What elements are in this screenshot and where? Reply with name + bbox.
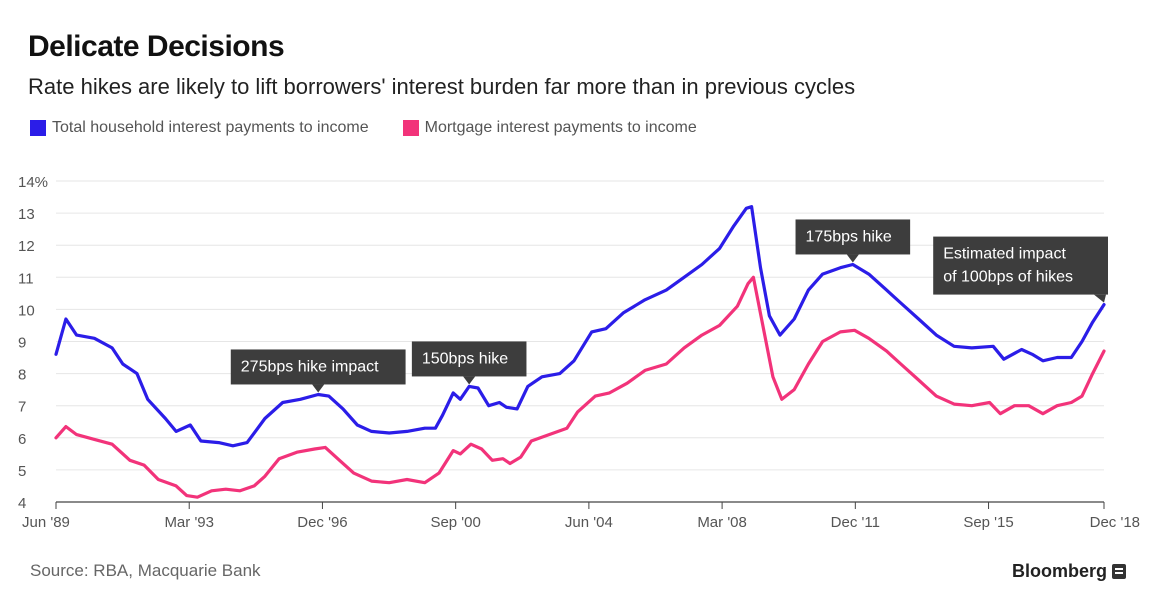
y-tick-label: 6 — [18, 431, 26, 448]
x-tick-label: Jun '89 — [22, 514, 70, 531]
x-tick-label: Dec '11 — [831, 514, 880, 531]
x-tick-label: Mar '08 — [697, 514, 747, 531]
legend: Total household interest payments to inc… — [30, 119, 697, 137]
x-tick-label: Sep '15 — [963, 514, 1013, 531]
annotation-text: of 100bps of hikes — [943, 269, 1073, 286]
y-tick-label: 13 — [18, 206, 35, 223]
legend-swatch-mortgage — [402, 120, 419, 136]
y-tick-label: 12 — [18, 238, 35, 255]
y-tick-label: 9 — [18, 335, 26, 352]
annotation-pointer — [846, 254, 859, 263]
annotation-callout: 175bps hike — [795, 219, 911, 263]
annotation-text: Estimated impact — [943, 246, 1066, 263]
annotation-text: 275bps hike impact — [241, 358, 379, 375]
annotation-box — [795, 219, 911, 255]
chart-subtitle: Rate hikes are likely to lift borrowers'… — [28, 74, 856, 99]
brand-logo: Bloomberg — [1012, 561, 1126, 582]
x-tick-label: Dec '18 — [1090, 514, 1140, 531]
legend-item-total: Total household interest payments to inc… — [30, 119, 369, 137]
brand-name: Bloomberg — [1011, 561, 1107, 581]
annotation-pointer — [312, 384, 325, 393]
legend-label-mortgage: Mortgage interest payments to income — [424, 119, 697, 136]
annotation-pointer — [1094, 294, 1106, 303]
bloomberg-icon — [1112, 564, 1126, 579]
legend-item-mortgage: Mortgage interest payments to income — [402, 119, 697, 137]
series-line-total — [54, 205, 1106, 448]
y-tick-label: 10 — [18, 302, 35, 319]
y-tick-label: 4 — [18, 495, 26, 512]
x-tick-label: Jun '04 — [565, 514, 613, 531]
annotation-box — [411, 341, 527, 377]
annotation-text: 175bps hike — [806, 228, 892, 245]
annotation-callout: Estimated impact of 100bps of hikes — [933, 236, 1108, 303]
annotation-box — [933, 236, 1108, 295]
source-note: Source: RBA, Macquarie Bank — [30, 561, 261, 580]
y-tick-label: 14% — [18, 174, 48, 191]
annotation-text: 150bps hike — [422, 350, 508, 367]
y-tick-label: 5 — [18, 463, 26, 480]
y-tick-label: 8 — [18, 367, 26, 384]
chart-title: Delicate Decisions — [28, 30, 285, 63]
annotation-callout: 275bps hike impact — [230, 349, 406, 393]
annotation-pointer — [463, 376, 476, 385]
x-tick-label: Mar '93 — [164, 514, 214, 531]
legend-swatch-total — [30, 120, 46, 136]
y-tick-label: 11 — [18, 270, 34, 287]
annotation-callout: 150bps hike — [411, 341, 527, 385]
legend-label-total: Total household interest payments to inc… — [52, 119, 369, 136]
series-line-mortgage — [54, 275, 1106, 499]
y-tick-label: 7 — [18, 399, 26, 416]
annotation-box — [230, 349, 406, 385]
x-tick-label: Dec '96 — [297, 514, 347, 531]
x-tick-label: Sep '00 — [430, 514, 480, 531]
